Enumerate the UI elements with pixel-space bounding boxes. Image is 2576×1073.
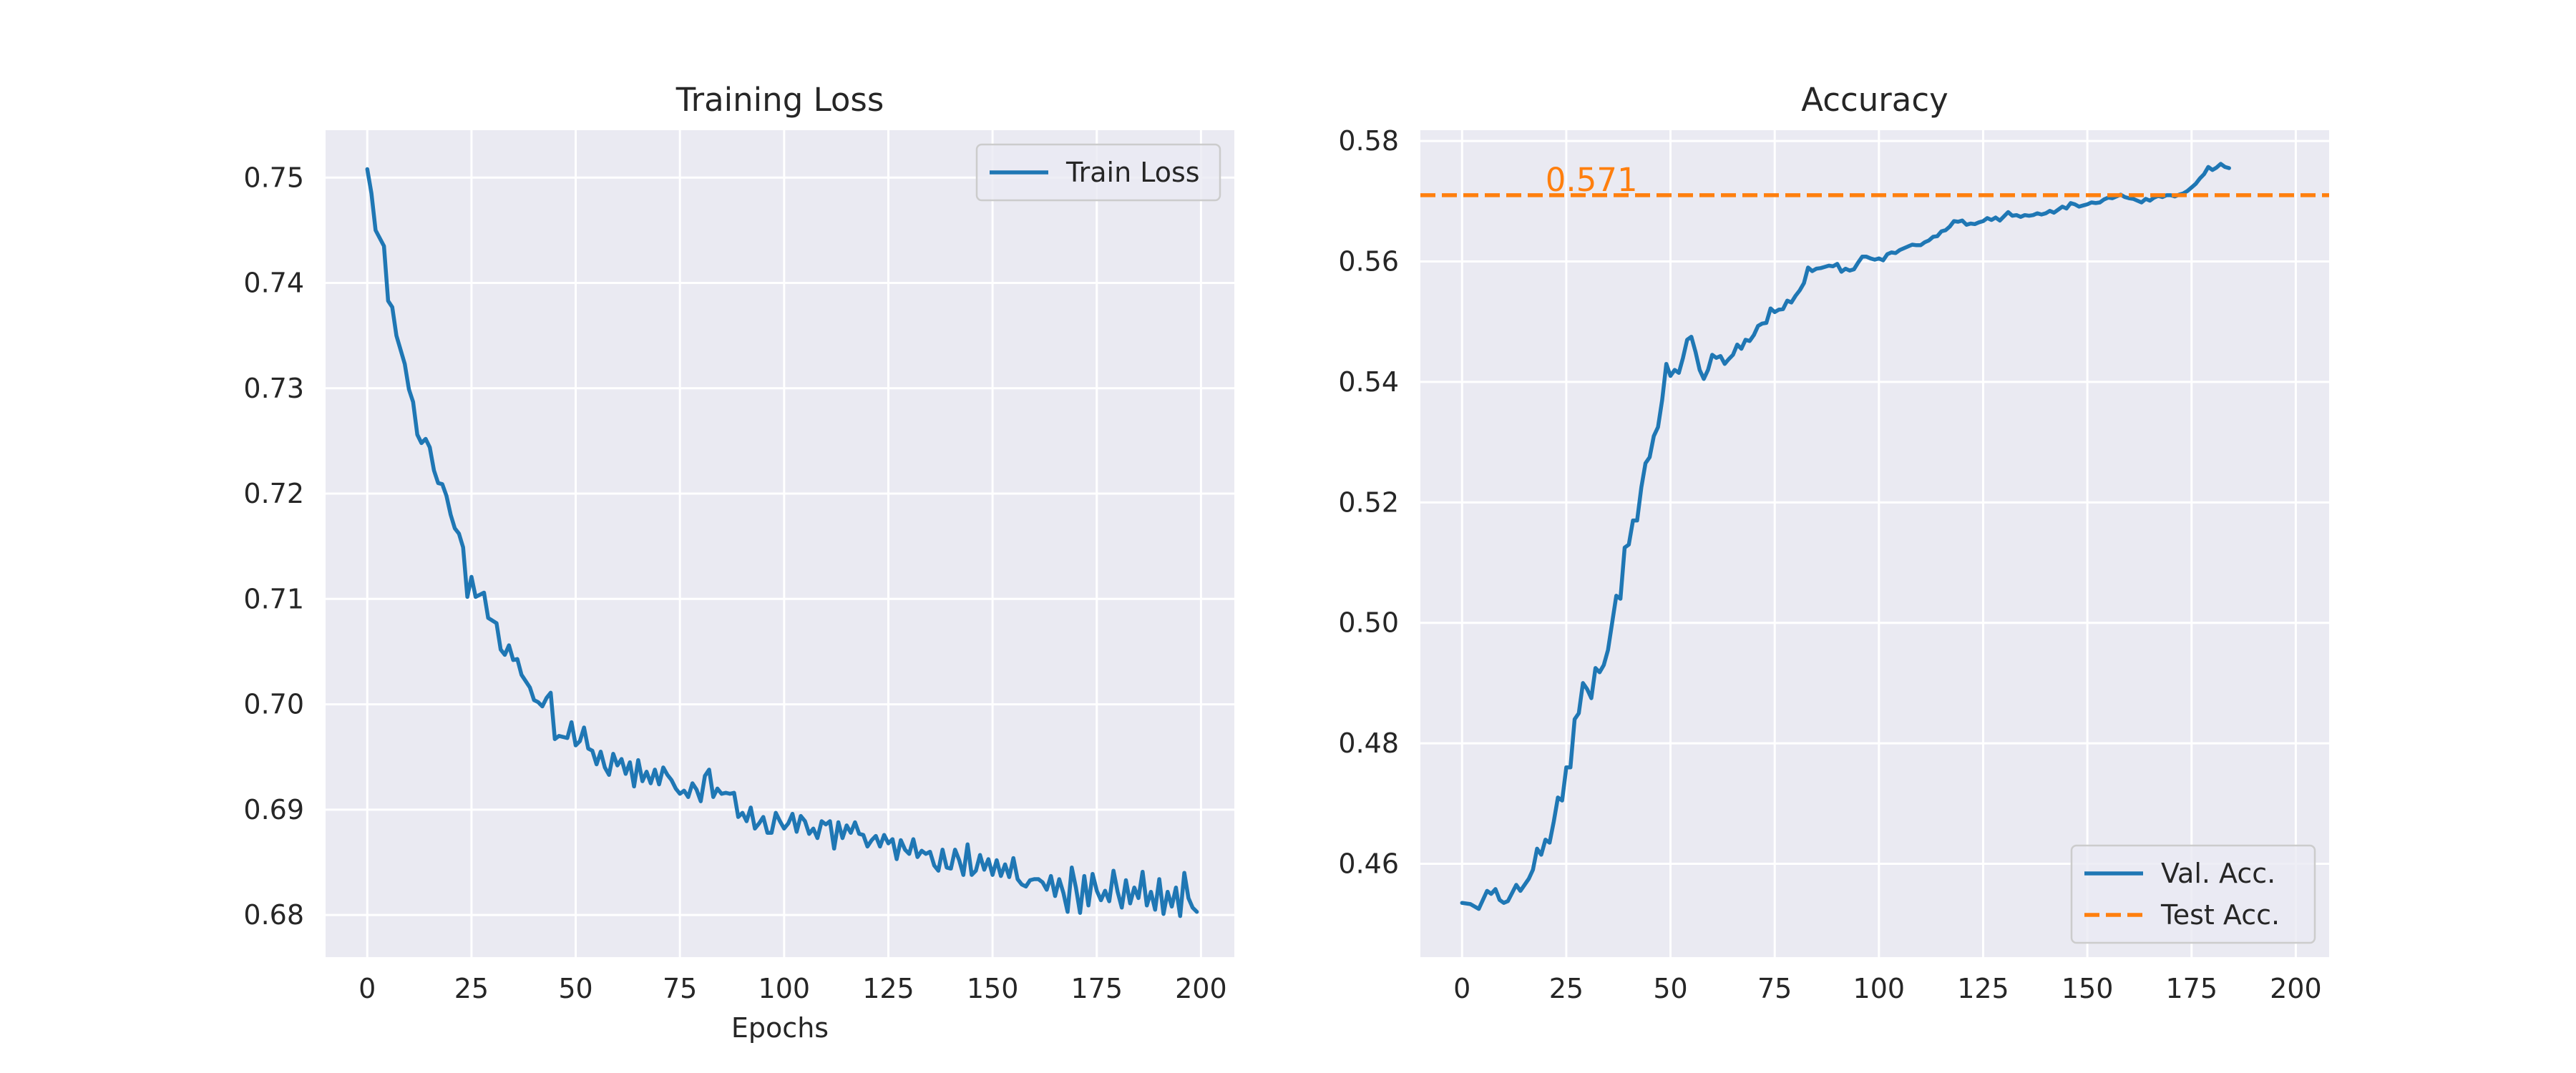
annotation-label: 0.571 bbox=[1546, 161, 1638, 199]
legend: Train Loss bbox=[975, 143, 1221, 202]
y-tick-label: 0.71 bbox=[243, 583, 304, 614]
y-tick-label: 0.58 bbox=[1338, 125, 1399, 157]
x-tick-label: 25 bbox=[454, 973, 489, 1004]
legend: Val. Acc. Test Acc. bbox=[2070, 844, 2316, 944]
y-tick-label: 0.73 bbox=[243, 373, 304, 404]
y-tick-label: 0.56 bbox=[1338, 246, 1399, 278]
chart-title: Training Loss bbox=[675, 81, 884, 119]
y-tick-label: 0.70 bbox=[243, 689, 304, 720]
y-tick-label: 0.50 bbox=[1338, 607, 1399, 639]
series-line-train-loss bbox=[365, 167, 1199, 918]
y-tick-label: 0.69 bbox=[243, 794, 304, 825]
legend-frame bbox=[2070, 844, 2316, 944]
accuracy-panel: 0 25 50 75 100 125 150 175 200 0.46 0.48 0.50 0.52 0.… bbox=[1338, 81, 2329, 1004]
x-tick-label: 200 bbox=[2270, 973, 2322, 1004]
y-tick-label: 0.68 bbox=[243, 899, 304, 931]
x-tick-label: 150 bbox=[2062, 973, 2114, 1004]
x-tick-label: 125 bbox=[862, 973, 914, 1004]
chart-title: Accuracy bbox=[1801, 81, 1948, 119]
legend-label-test-acc: Test Acc. bbox=[2160, 899, 2280, 931]
x-tick-label: 150 bbox=[967, 973, 1019, 1004]
x-tick-label: 200 bbox=[1175, 973, 1227, 1004]
y-tick-label: 0.74 bbox=[243, 268, 304, 299]
x-tick-label: 25 bbox=[1549, 973, 1584, 1004]
x-tick-label: 125 bbox=[1957, 973, 2009, 1004]
x-axis-label: Epochs bbox=[731, 1012, 829, 1044]
legend-label-val-acc: Val. Acc. bbox=[2161, 858, 2275, 889]
series-line-val-acc bbox=[1460, 162, 2231, 911]
x-tick-label: 50 bbox=[1653, 973, 1687, 1004]
training-loss-panel: 0 25 50 75 100 125 150 175 200 0.68 0.69 0.70 0.71 0.… bbox=[243, 81, 1234, 1044]
y-tick-label: 0.72 bbox=[243, 478, 304, 509]
y-tick-label: 0.75 bbox=[243, 162, 304, 193]
x-tick-label: 0 bbox=[358, 973, 376, 1004]
y-tick-label: 0.46 bbox=[1338, 848, 1399, 879]
x-tick-label: 75 bbox=[1757, 973, 1792, 1004]
y-tick-label: 0.52 bbox=[1338, 486, 1399, 518]
legend-label-train-loss: Train Loss bbox=[1065, 157, 1200, 188]
x-tick-label: 75 bbox=[663, 973, 697, 1004]
x-tick-label: 175 bbox=[1070, 973, 1123, 1004]
x-tick-label: 0 bbox=[1453, 973, 1470, 1004]
x-tick-label: 100 bbox=[758, 973, 811, 1004]
x-tick-label: 175 bbox=[2165, 973, 2218, 1004]
plot-area bbox=[1420, 130, 2329, 957]
y-tick-label: 0.54 bbox=[1338, 366, 1399, 398]
y-tick-label: 0.48 bbox=[1338, 727, 1399, 759]
x-tick-label: 100 bbox=[1853, 973, 1906, 1004]
x-tick-label: 50 bbox=[558, 973, 592, 1004]
legend-frame bbox=[975, 143, 1221, 202]
